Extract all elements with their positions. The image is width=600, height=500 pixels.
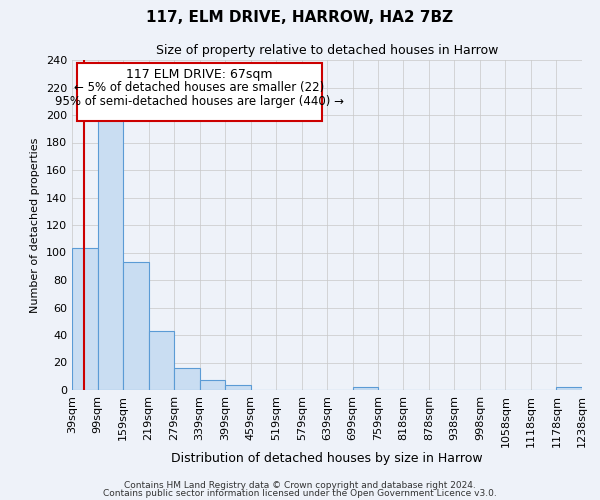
Text: Contains HM Land Registry data © Crown copyright and database right 2024.: Contains HM Land Registry data © Crown c… xyxy=(124,481,476,490)
Text: Contains public sector information licensed under the Open Government Licence v3: Contains public sector information licen… xyxy=(103,488,497,498)
Text: ← 5% of detached houses are smaller (22): ← 5% of detached houses are smaller (22) xyxy=(74,82,325,94)
Text: 117, ELM DRIVE, HARROW, HA2 7BZ: 117, ELM DRIVE, HARROW, HA2 7BZ xyxy=(146,10,454,25)
Bar xyxy=(149,331,174,390)
Title: Size of property relative to detached houses in Harrow: Size of property relative to detached ho… xyxy=(156,44,498,58)
Text: 117 ELM DRIVE: 67sqm: 117 ELM DRIVE: 67sqm xyxy=(126,68,273,81)
Bar xyxy=(353,387,378,390)
Bar xyxy=(98,115,123,390)
Text: 95% of semi-detached houses are larger (440) →: 95% of semi-detached houses are larger (… xyxy=(55,94,344,108)
FancyBboxPatch shape xyxy=(77,64,322,121)
Y-axis label: Number of detached properties: Number of detached properties xyxy=(31,138,40,312)
Bar xyxy=(174,368,200,390)
Bar xyxy=(72,248,98,390)
Bar xyxy=(556,387,582,390)
Bar xyxy=(123,262,149,390)
Bar xyxy=(225,384,251,390)
X-axis label: Distribution of detached houses by size in Harrow: Distribution of detached houses by size … xyxy=(171,452,483,466)
Bar xyxy=(200,380,225,390)
